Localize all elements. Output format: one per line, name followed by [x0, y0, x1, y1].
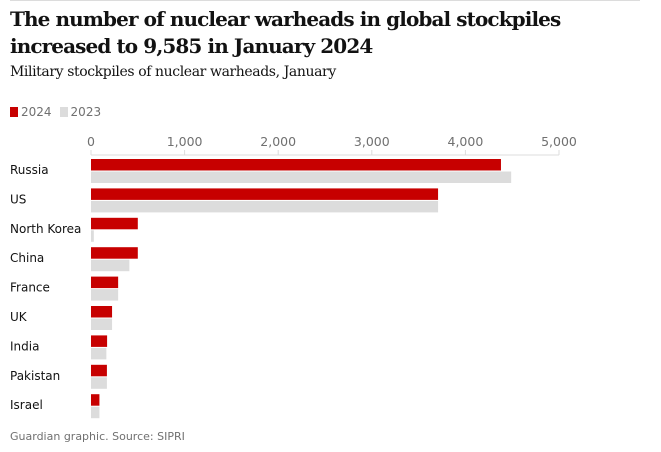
bar-2023 — [91, 230, 94, 242]
category-label: India — [10, 339, 39, 353]
legend-item-2024: 2024 — [10, 105, 52, 119]
bar-2024 — [91, 159, 501, 171]
bar-2024 — [91, 306, 113, 318]
x-tick-label: 3,000 — [354, 134, 390, 149]
top-rule — [10, 0, 640, 1]
x-tick-label: 1,000 — [167, 134, 203, 149]
bar-2024 — [91, 364, 107, 377]
bar-2023 — [91, 200, 439, 213]
category-label: Pakistan — [10, 369, 60, 383]
bar-2024 — [91, 394, 100, 406]
category-label: China — [10, 251, 44, 265]
x-tick-label: 5,000 — [541, 134, 577, 149]
source-note: Guardian graphic. Source: SIPRI — [10, 430, 185, 443]
bar-2024 — [91, 188, 439, 200]
legend: 2024 2023 — [10, 105, 101, 119]
chart-subtitle: Military stockpiles of nuclear warheads,… — [10, 64, 336, 80]
legend-swatch-2024 — [10, 107, 18, 117]
category-label: UK — [10, 310, 28, 324]
legend-label: 2023 — [70, 105, 102, 119]
bar-2023 — [91, 171, 512, 183]
category-label: France — [10, 281, 50, 295]
x-tick-label: 0 — [87, 134, 95, 149]
legend-item-2023: 2023 — [59, 105, 102, 119]
bar-2024 — [91, 335, 108, 347]
category-label: Russia — [10, 163, 49, 177]
bar-2024 — [91, 217, 138, 230]
bar-2023 — [91, 289, 119, 301]
legend-label: 2024 — [21, 105, 52, 119]
bar-2023 — [91, 259, 130, 272]
bar-2023 — [91, 318, 113, 330]
x-tick-label: 4,000 — [448, 134, 484, 149]
chart-title: The number of nuclear warheads in global… — [10, 7, 561, 58]
category-label: US — [10, 192, 26, 206]
category-label: Israel — [10, 398, 43, 412]
category-label: North Korea — [10, 222, 81, 236]
bar-2023 — [91, 406, 100, 419]
x-tick-label: 2,000 — [260, 134, 296, 149]
bar-2023 — [91, 377, 107, 389]
bar-2024 — [91, 276, 119, 289]
bar-2024 — [91, 247, 138, 259]
bar-2023 — [91, 347, 107, 360]
legend-swatch-2023 — [59, 107, 68, 117]
